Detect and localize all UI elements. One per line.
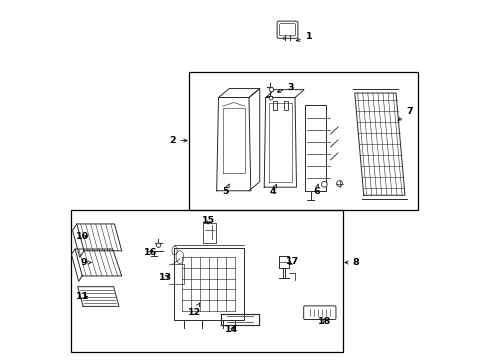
Circle shape [269, 87, 273, 92]
Bar [70, 211, 343, 352]
Text: 6: 6 [312, 184, 319, 196]
Circle shape [336, 181, 342, 186]
Text: 18: 18 [318, 317, 331, 326]
Text: 8: 8 [351, 258, 358, 267]
Text: 7: 7 [397, 107, 412, 121]
Circle shape [156, 243, 160, 247]
Text: 11: 11 [76, 292, 89, 301]
FancyBboxPatch shape [303, 306, 335, 319]
Circle shape [321, 181, 326, 187]
Text: 15: 15 [202, 216, 215, 225]
Text: 10: 10 [76, 232, 89, 241]
Text: 3: 3 [277, 83, 294, 93]
Text: 5: 5 [222, 184, 229, 196]
Bar [188, 72, 418, 211]
Bar [272, 101, 277, 110]
Text: 12: 12 [187, 303, 201, 317]
Text: 1: 1 [296, 32, 312, 41]
FancyBboxPatch shape [277, 21, 297, 39]
Text: 17: 17 [285, 257, 299, 266]
Text: 2: 2 [169, 136, 176, 145]
Text: 14: 14 [225, 325, 238, 334]
Circle shape [269, 96, 272, 100]
Text: 4: 4 [269, 184, 276, 196]
Text: 9: 9 [81, 258, 91, 267]
Text: 13: 13 [159, 273, 172, 282]
Text: 16: 16 [143, 248, 157, 257]
Bar [283, 101, 287, 110]
